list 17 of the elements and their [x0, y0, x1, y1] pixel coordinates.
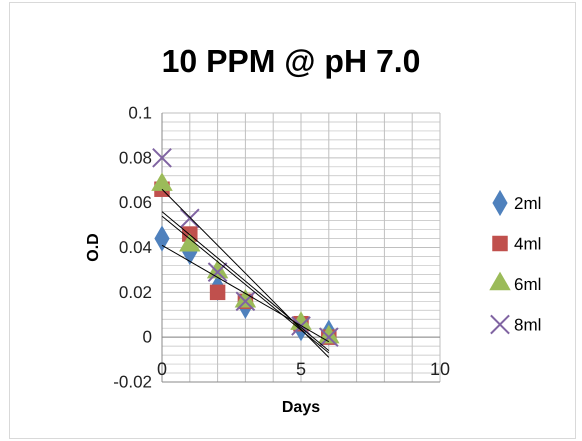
legend-label: 4ml [514, 234, 542, 254]
legend-label: 2ml [514, 194, 542, 213]
legend-label: 6ml [514, 275, 542, 294]
y-tick-label: 0.04 [118, 238, 152, 257]
y-tick-label: 0 [142, 328, 152, 347]
y-tick-label: 0.06 [118, 193, 152, 212]
y-tick-label: 0.08 [118, 148, 152, 168]
x-tick-label: 5 [296, 358, 306, 379]
legend-label: 8ml [514, 316, 542, 334]
x-tick-label: 0 [156, 358, 168, 379]
y-axis-title: O.D [85, 233, 102, 262]
y-tick-label: -0.02 [113, 372, 152, 392]
y-tick-label: 0.02 [118, 282, 152, 302]
x-axis-title: Days [282, 399, 320, 416]
x-tick-label: 10 [430, 358, 450, 379]
chart-title: 10 PPM @ pH 7.0 [162, 43, 420, 79]
y-tick-label: 0.1 [128, 103, 152, 122]
